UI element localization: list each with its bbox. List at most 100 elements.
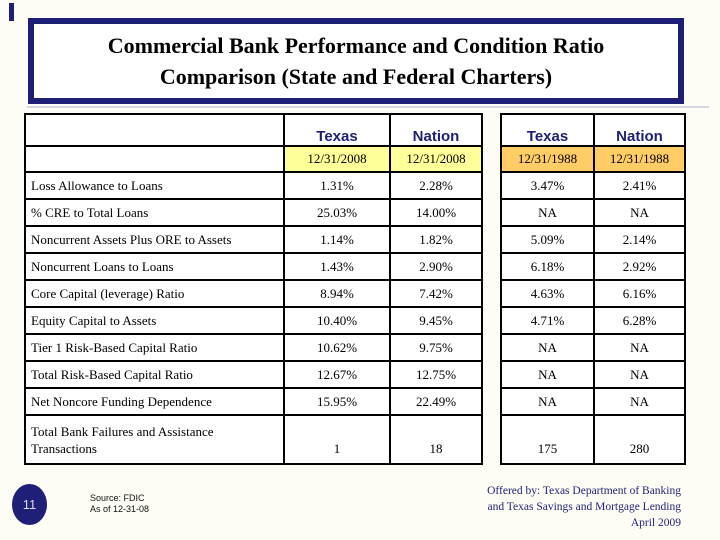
value-cell: NA bbox=[500, 387, 595, 416]
date-cell-nation-2008: 12/31/2008 bbox=[389, 145, 483, 173]
slide-title-line2: Comparison (State and Federal Charters) bbox=[159, 64, 553, 89]
offered-line2: and Texas Savings and Mortgage Lending bbox=[487, 501, 681, 513]
source-line2: As of 12-31-08 bbox=[90, 504, 150, 514]
table-row: Tier 1 Risk-Based Capital Ratio 10.62% 9… bbox=[24, 333, 483, 362]
value-cell: 2.28% bbox=[389, 171, 483, 200]
slide-title-line1: Commercial Bank Performance and Conditio… bbox=[107, 33, 605, 58]
row-label: Net Noncore Funding Dependence bbox=[24, 387, 285, 416]
date-row-2008: 12/31/2008 12/31/2008 bbox=[24, 145, 483, 173]
value-cell: 18 bbox=[389, 414, 483, 465]
value-cell: 1.82% bbox=[389, 225, 483, 254]
offered-by-note: Offered by: Texas Department of Banking … bbox=[487, 483, 681, 531]
value-cell: 2.92% bbox=[593, 252, 686, 281]
table-row: 6.18% 2.92% bbox=[500, 252, 686, 281]
table-row: 5.09% 2.14% bbox=[500, 225, 686, 254]
table-row: Total Risk-Based Capital Ratio 12.67% 12… bbox=[24, 360, 483, 389]
template-corner-dash bbox=[9, 3, 14, 21]
column-header-row-2008: Texas Nation bbox=[24, 113, 483, 147]
value-cell: 9.45% bbox=[389, 306, 483, 335]
table-row: 3.47% 2.41% bbox=[500, 171, 686, 200]
page-number: 11 bbox=[22, 497, 37, 512]
table-row: NA NA bbox=[500, 198, 686, 227]
value-cell: 8.94% bbox=[283, 279, 391, 308]
value-cell: 1.14% bbox=[283, 225, 391, 254]
source-note: Source: FDIC As of 12-31-08 bbox=[90, 493, 149, 515]
value-cell: 280 bbox=[593, 414, 686, 465]
table-row: Loss Allowance to Loans 1.31% 2.28% bbox=[24, 171, 483, 200]
value-cell: NA bbox=[500, 198, 595, 227]
value-cell: 25.03% bbox=[283, 198, 391, 227]
table-row: Total Bank Failures and Assistance Trans… bbox=[24, 414, 483, 465]
value-cell: 6.18% bbox=[500, 252, 595, 281]
column-header-nation-1988: Nation bbox=[593, 113, 686, 147]
column-header-nation-2008: Nation bbox=[389, 113, 483, 147]
column-header-texas-2008: Texas bbox=[283, 113, 391, 147]
value-cell: 2.41% bbox=[593, 171, 686, 200]
table-row: NA NA bbox=[500, 360, 686, 389]
row-label: Noncurrent Assets Plus ORE to Assets bbox=[24, 225, 285, 254]
value-cell: 14.00% bbox=[389, 198, 483, 227]
date-cell-nation-1988: 12/31/1988 bbox=[593, 145, 686, 173]
value-cell: 4.63% bbox=[500, 279, 595, 308]
source-line1: Source: FDIC bbox=[90, 493, 145, 503]
row-label: Loss Allowance to Loans bbox=[24, 171, 285, 200]
table-row: Noncurrent Assets Plus ORE to Assets 1.1… bbox=[24, 225, 483, 254]
offered-line1: Offered by: Texas Department of Banking bbox=[487, 485, 681, 497]
value-cell: 15.95% bbox=[283, 387, 391, 416]
date-cell-texas-1988: 12/31/1988 bbox=[500, 145, 595, 173]
date-spacer bbox=[24, 145, 285, 173]
value-cell: 12.75% bbox=[389, 360, 483, 389]
row-label: Noncurrent Loans to Loans bbox=[24, 252, 285, 281]
value-cell: 22.49% bbox=[389, 387, 483, 416]
row-label: Total Bank Failures and Assistance Trans… bbox=[24, 414, 285, 465]
value-cell: NA bbox=[500, 360, 595, 389]
value-cell: 175 bbox=[500, 414, 595, 465]
page-number-badge: 11 bbox=[12, 484, 47, 525]
row-label: Tier 1 Risk-Based Capital Ratio bbox=[24, 333, 285, 362]
value-cell: 4.71% bbox=[500, 306, 595, 335]
header-spacer bbox=[24, 113, 285, 147]
row-label: % CRE to Total Loans bbox=[24, 198, 285, 227]
title-box: Commercial Bank Performance and Conditio… bbox=[28, 18, 684, 104]
value-cell: NA bbox=[593, 198, 686, 227]
ratio-table-2008: Texas Nation 12/31/2008 12/31/2008 Loss … bbox=[24, 113, 483, 465]
table-row: Core Capital (leverage) Ratio 8.94% 7.42… bbox=[24, 279, 483, 308]
value-cell: 10.40% bbox=[283, 306, 391, 335]
table-row: Equity Capital to Assets 10.40% 9.45% bbox=[24, 306, 483, 335]
date-row-1988: 12/31/1988 12/31/1988 bbox=[500, 145, 686, 173]
value-cell: NA bbox=[500, 333, 595, 362]
value-cell: 10.62% bbox=[283, 333, 391, 362]
value-cell: 6.28% bbox=[593, 306, 686, 335]
offered-line3: April 2009 bbox=[630, 517, 681, 529]
row-label: Core Capital (leverage) Ratio bbox=[24, 279, 285, 308]
column-header-texas-1988: Texas bbox=[500, 113, 595, 147]
value-cell: 7.42% bbox=[389, 279, 483, 308]
value-cell: 1.31% bbox=[283, 171, 391, 200]
value-cell: 9.75% bbox=[389, 333, 483, 362]
table-row: 175 280 bbox=[500, 414, 686, 465]
value-cell: 2.90% bbox=[389, 252, 483, 281]
value-cell: 6.16% bbox=[593, 279, 686, 308]
table-row: 4.63% 6.16% bbox=[500, 279, 686, 308]
template-divider-line bbox=[27, 106, 709, 108]
date-cell-texas-2008: 12/31/2008 bbox=[283, 145, 391, 173]
table-row: 4.71% 6.28% bbox=[500, 306, 686, 335]
value-cell: NA bbox=[593, 360, 686, 389]
row-label: Total Risk-Based Capital Ratio bbox=[24, 360, 285, 389]
value-cell: NA bbox=[593, 387, 686, 416]
table-row: Net Noncore Funding Dependence 15.95% 22… bbox=[24, 387, 483, 416]
row-label: Equity Capital to Assets bbox=[24, 306, 285, 335]
value-cell: 1 bbox=[283, 414, 391, 465]
value-cell: 12.67% bbox=[283, 360, 391, 389]
value-cell: 5.09% bbox=[500, 225, 595, 254]
table-row: NA NA bbox=[500, 387, 686, 416]
value-cell: 3.47% bbox=[500, 171, 595, 200]
table-row: % CRE to Total Loans 25.03% 14.00% bbox=[24, 198, 483, 227]
value-cell: NA bbox=[593, 333, 686, 362]
column-header-row-1988: Texas Nation bbox=[500, 113, 686, 147]
table-row: NA NA bbox=[500, 333, 686, 362]
value-cell: 2.14% bbox=[593, 225, 686, 254]
ratio-table-1988: Texas Nation 12/31/1988 12/31/1988 3.47%… bbox=[500, 113, 686, 465]
table-row: Noncurrent Loans to Loans 1.43% 2.90% bbox=[24, 252, 483, 281]
